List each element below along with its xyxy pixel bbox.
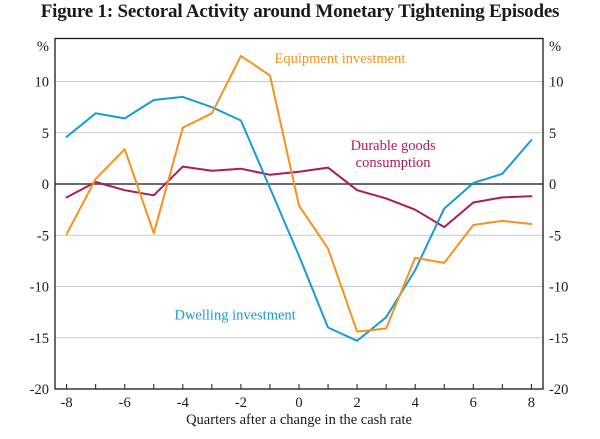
series-annotation: Equipment investment [275,51,406,67]
x-axis-label: 6 [470,395,477,411]
x-axis-label: -6 [119,395,131,411]
y-axis-label-left: -15 [30,331,49,347]
y-axis-label-right: -5 [549,228,561,244]
series-annotation: Dwelling investment [174,307,295,323]
y-axis-label-left: 5 [42,126,49,142]
y-axis-label-left: -10 [30,280,49,296]
x-axis-label: -2 [235,395,247,411]
chart-title: Figure 1: Sectoral Activity around Monet… [40,1,560,22]
x-axis-title: Quarters after a change in the cash rate [186,412,412,428]
series-line-equipment-investment [65,54,533,333]
x-axis-label: -4 [177,395,190,411]
series-annotation: Durable goods [351,138,436,154]
y-axis-unit-left: % [37,39,49,55]
y-axis-unit-right: % [549,39,561,55]
y-axis-label-right: 0 [549,177,556,193]
series-line-durable-goods-consumption [65,165,533,229]
y-axis-label-left: 10 [35,75,50,91]
y-axis-label-right: 5 [549,126,556,142]
y-axis-label-left: -5 [37,228,49,244]
y-axis-label-right: -20 [549,382,568,398]
x-axis-label: 2 [353,395,360,411]
y-axis-label-left: 0 [42,177,49,193]
x-axis-label: 0 [295,395,302,411]
plot-frame [54,37,544,390]
x-axis-label: -8 [61,395,73,411]
y-axis-label-right: 10 [549,75,564,91]
y-axis-label-right: -10 [549,280,568,296]
x-axis-label: 4 [412,395,420,411]
series-annotation: consumption [356,155,432,171]
y-axis-label-right: -15 [549,331,568,347]
x-axis-label: 8 [528,395,535,411]
y-axis-label-left: -20 [30,382,49,398]
series-line-dwelling-investment [65,95,533,342]
